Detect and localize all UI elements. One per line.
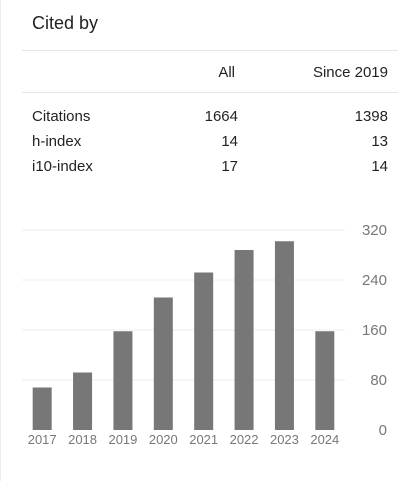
i10-index-all-value: 17 xyxy=(221,158,238,175)
citations-since-value: 1398 xyxy=(354,108,388,125)
bar-2024[interactable] xyxy=(315,331,335,430)
table-row: Citations 1664 1398 xyxy=(22,104,388,129)
i10-index-since-value: 14 xyxy=(371,158,388,175)
y-tick-label: 240 xyxy=(362,272,387,289)
x-tick-label: 2018 xyxy=(68,432,97,447)
citation-stats-table: Citations 1664 1398 h-index 14 13 i10-in… xyxy=(22,104,388,179)
x-tick-label: 2024 xyxy=(310,432,339,447)
row-label-citations[interactable]: Citations xyxy=(32,108,91,125)
row-label-i10-index[interactable]: i10-index xyxy=(32,158,93,175)
x-tick-label: 2020 xyxy=(149,432,178,447)
table-row: h-index 14 13 xyxy=(22,129,388,154)
table-row: i10-index 17 14 xyxy=(22,154,388,179)
divider xyxy=(22,50,398,51)
column-header-all[interactable]: All xyxy=(218,64,235,81)
bar-2023[interactable] xyxy=(274,241,294,430)
bar-2019[interactable] xyxy=(113,331,133,430)
x-tick-label: 2022 xyxy=(230,432,259,447)
x-tick-label: 2023 xyxy=(270,432,299,447)
y-tick-label: 160 xyxy=(362,322,387,339)
y-tick-label: 320 xyxy=(362,222,387,239)
bar-2021[interactable] xyxy=(194,272,214,431)
h-index-since-value: 13 xyxy=(371,133,388,150)
divider xyxy=(22,92,398,93)
citations-per-year-chart: 0 80 160 240 320 2017 2018 2019 2020 2021 2022 2023… xyxy=(22,222,387,447)
bar-2017[interactable] xyxy=(32,387,52,431)
bar-2018[interactable] xyxy=(73,372,93,431)
bar-2020[interactable] xyxy=(153,297,173,431)
h-index-all-value: 14 xyxy=(221,133,238,150)
citations-all-value: 1664 xyxy=(204,108,238,125)
bar-2022[interactable] xyxy=(234,250,254,430)
panel-title: Cited by xyxy=(32,13,99,33)
x-tick-label: 2017 xyxy=(28,432,57,447)
y-tick-label: 0 xyxy=(379,422,387,439)
row-label-h-index[interactable]: h-index xyxy=(32,133,82,150)
x-tick-label: 2021 xyxy=(189,432,218,447)
column-header-since[interactable]: Since 2019 xyxy=(312,64,388,81)
y-tick-label: 80 xyxy=(370,372,387,389)
panel-left-border xyxy=(0,0,1,481)
x-tick-label: 2019 xyxy=(108,432,137,447)
